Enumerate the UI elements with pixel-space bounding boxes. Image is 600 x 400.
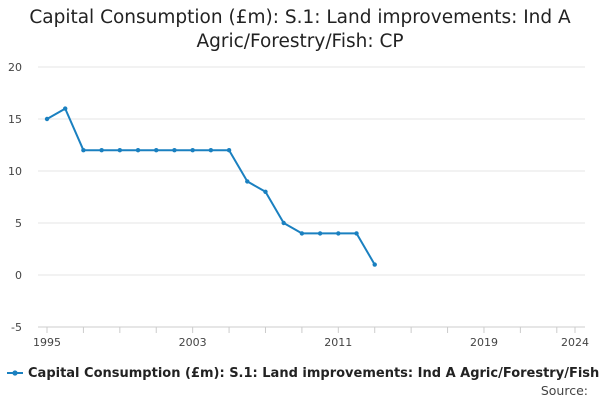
- legend-line-marker-icon: [7, 370, 23, 376]
- y-tick-label: 0: [15, 269, 22, 282]
- x-tick-label: 2003: [179, 336, 207, 349]
- x-tick-label: 2011: [324, 336, 352, 349]
- data-point: [336, 231, 341, 236]
- data-point: [44, 116, 50, 122]
- legend[interactable]: Capital Consumption (£m): S.1: Land impr…: [6, 364, 600, 382]
- data-point: [245, 179, 250, 184]
- y-axis: -5 0 5 10 15 20: [8, 61, 22, 334]
- data-point: [317, 231, 323, 236]
- data-point: [63, 106, 68, 111]
- x-tick-label: 2024: [561, 336, 589, 349]
- chart-title: Capital Consumption (£m): S.1: Land impr…: [29, 7, 571, 52]
- data-point: [117, 148, 123, 153]
- data-point: [263, 189, 268, 194]
- data-point: [226, 148, 232, 153]
- x-tick-label: 1995: [33, 336, 61, 349]
- y-tick-label: -5: [11, 321, 22, 334]
- series-line: [46, 107, 376, 266]
- data-point: [154, 148, 159, 153]
- data-point: [372, 262, 377, 267]
- y-tick-label: 20: [8, 61, 22, 74]
- x-tick-label: 2019: [470, 336, 498, 349]
- data-point: [99, 148, 104, 153]
- data-point: [208, 148, 214, 153]
- data-point: [354, 231, 359, 236]
- data-point: [81, 148, 86, 153]
- grid-lines: [38, 66, 585, 328]
- data-point: [135, 148, 141, 153]
- y-tick-label: 10: [8, 165, 22, 178]
- data-point: [281, 220, 286, 226]
- data-point: [172, 148, 177, 153]
- y-tick-label: 5: [15, 217, 22, 230]
- series-layer: [44, 106, 377, 267]
- source-label: Source:: [540, 383, 588, 398]
- data-point: [190, 148, 195, 153]
- data-point: [299, 231, 305, 236]
- y-tick-label: 15: [8, 113, 22, 126]
- legend-label: Capital Consumption (£m): S.1: Land impr…: [28, 365, 600, 381]
- x-axis: 1995 2003 2011 2019 2024: [33, 326, 589, 349]
